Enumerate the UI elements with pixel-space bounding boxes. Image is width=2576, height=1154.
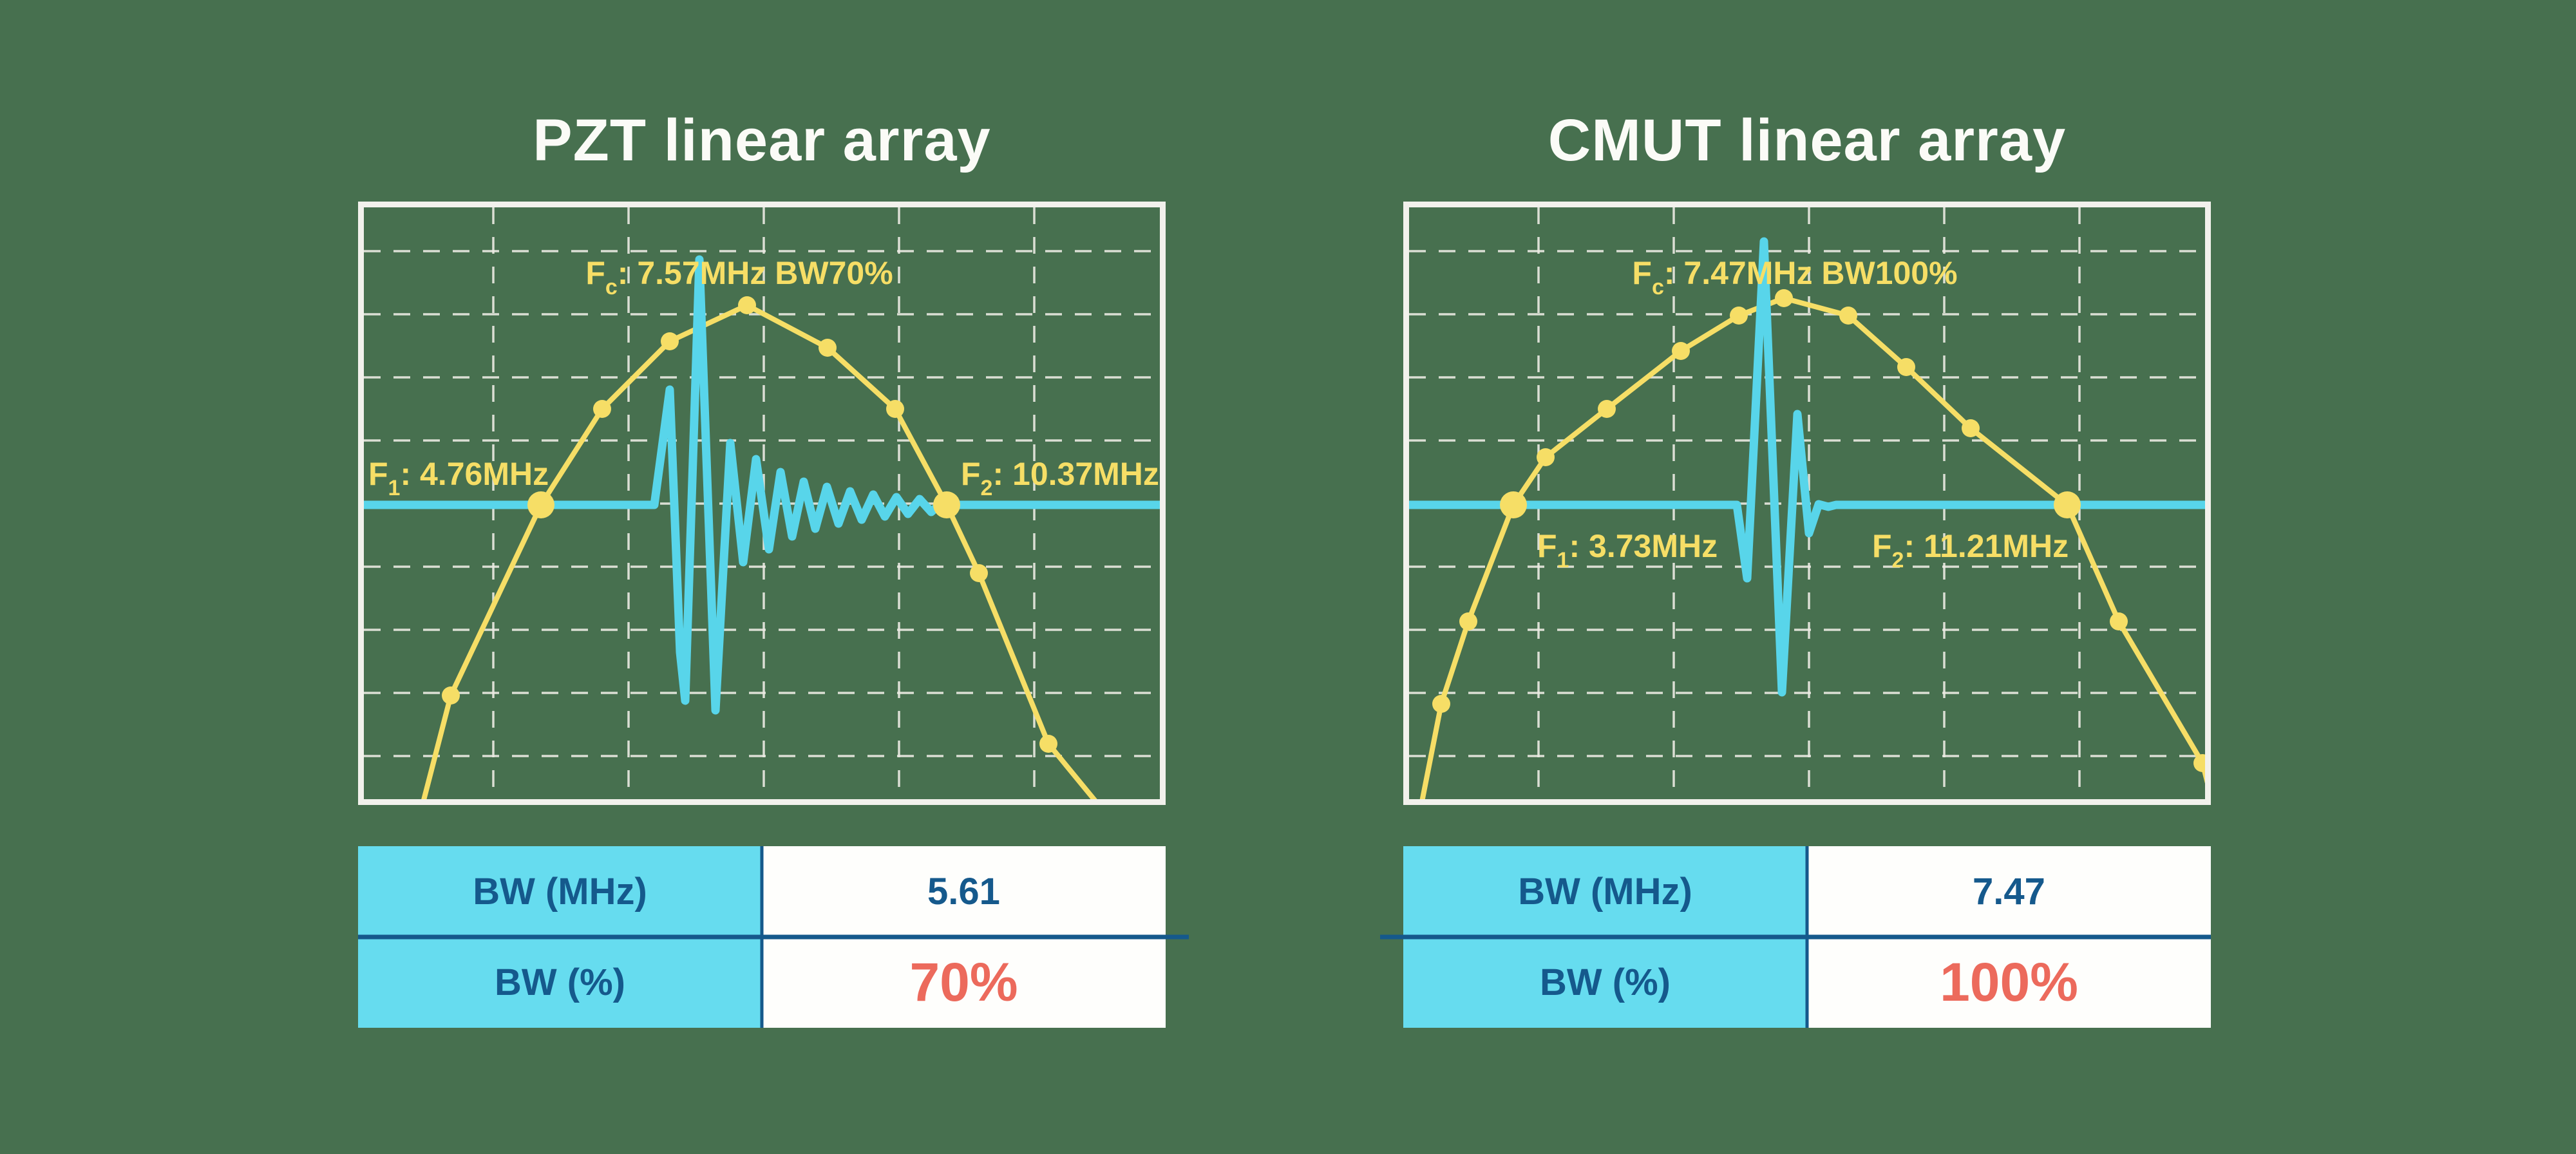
- data-point-dot: [1730, 307, 1748, 325]
- f2-label: F2: 10.37MHz: [961, 456, 1159, 500]
- data-point-dot: [661, 332, 679, 350]
- panel-title-cmut: CMUT linear array: [1548, 108, 2067, 173]
- cmut-spectrum-chart: Fc: 7.47MHz BW100% F1: 3.73MHz F2: 11.21MH…: [1403, 202, 2211, 805]
- data-point-dot: [819, 339, 837, 357]
- table-row-value: 7.47: [1807, 846, 2211, 937]
- table-row-value: 100%: [1807, 937, 2211, 1028]
- table-row-label: BW (%): [358, 937, 762, 1028]
- data-point-dot: [970, 564, 988, 582]
- pulse-echo-waveform: [1403, 237, 2210, 697]
- table-row-value: 5.61: [762, 846, 1166, 937]
- panel-title-pzt: PZT linear array: [533, 108, 991, 173]
- table-row-label: BW (MHz): [1403, 846, 1807, 937]
- data-point-dot: [1537, 448, 1555, 466]
- data-point-dot: [1839, 307, 1857, 325]
- data-point-dot: [1897, 358, 1915, 376]
- table-row-divider: [358, 934, 1189, 940]
- f1-marker-dot: [527, 491, 554, 518]
- chart-border: [358, 202, 1166, 805]
- table-row-label: BW (%): [1403, 937, 1807, 1028]
- data-point-dot: [1672, 342, 1690, 360]
- f1-marker-dot: [1500, 491, 1527, 518]
- f1-label: F1: 3.73MHz: [1537, 528, 1718, 572]
- data-point-dot: [2110, 612, 2128, 630]
- fc-label: Fc: 7.47MHz BW100%: [1632, 255, 1957, 299]
- table-row-divider: [1380, 934, 2211, 940]
- data-point-dot: [1039, 735, 1057, 753]
- data-point-dot: [738, 296, 756, 314]
- cmut-bw-table: BW (MHz) 7.47 BW (%) 100%: [1380, 846, 2211, 1028]
- data-point-dot: [1775, 289, 1793, 307]
- fc-label: Fc: 7.57MHz BW70%: [585, 255, 893, 299]
- data-point-dot: [593, 400, 611, 418]
- data-point-dot: [1459, 612, 1477, 630]
- f2-marker-dot: [2054, 491, 2081, 518]
- f2-label: F2: 11.21MHz: [1872, 528, 2069, 572]
- pzt-spectrum-chart: Fc: 7.57MHz BW70% F1: 4.76MHz F2: 10.37MHz: [358, 202, 1166, 805]
- data-point-dot: [1432, 695, 1450, 713]
- data-point-dot: [1962, 419, 1980, 437]
- pulse-echo-waveform: [358, 255, 1166, 715]
- pzt-bw-table: BW (MHz) 5.61 BW (%) 70%: [358, 846, 1189, 1028]
- spectrum-curve: [420, 303, 1101, 805]
- table-row-label: BW (MHz): [358, 846, 762, 937]
- data-point-dot: [442, 686, 460, 705]
- f1-label: F1: 4.76MHz: [368, 456, 549, 500]
- data-point-dot: [886, 400, 904, 418]
- table-row-value: 70%: [762, 937, 1166, 1028]
- chart-border: [1403, 202, 2211, 805]
- f2-marker-dot: [933, 491, 960, 518]
- data-point-dot: [1598, 400, 1616, 418]
